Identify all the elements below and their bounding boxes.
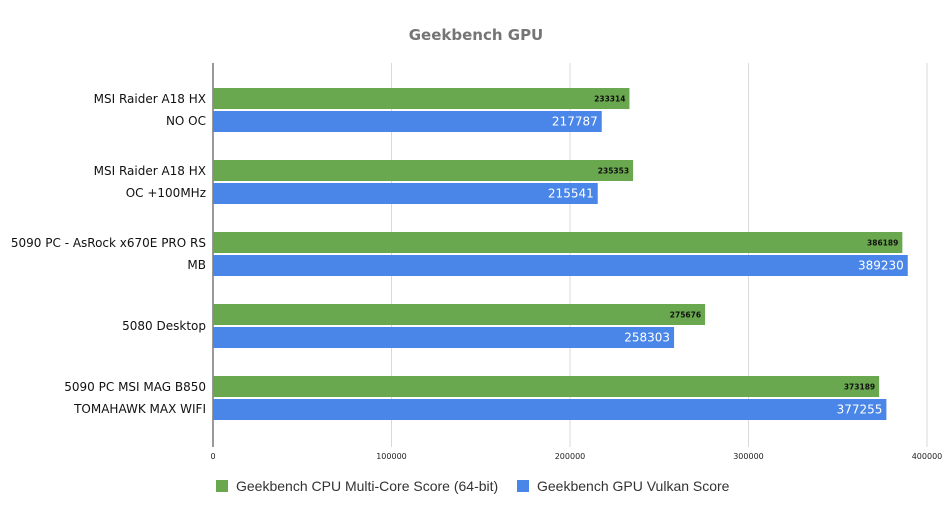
- data-label: 386189: [867, 239, 898, 248]
- data-label: 217787: [552, 115, 598, 129]
- data-label: 235353: [598, 167, 629, 176]
- bar-cpu-multicore: [213, 304, 706, 325]
- category-label: MSI Raider A18 HX: [94, 92, 206, 106]
- bar-cpu-multicore: [213, 376, 880, 397]
- category-label: OC +100MHz: [126, 186, 206, 200]
- bar-cpu-multicore: [213, 232, 903, 253]
- x-axis-ticks: 0 100000 200000 300000 400000: [210, 452, 942, 461]
- data-label: 215541: [548, 187, 594, 201]
- data-label: 389230: [858, 259, 904, 273]
- bar-gpu-vulkan: [213, 111, 602, 132]
- category-label: 5080 Desktop: [122, 319, 206, 333]
- bar-gpu-vulkan: [213, 327, 675, 348]
- category-labels: MSI Raider A18 HX NO OC MSI Raider A18 HX O…: [11, 92, 206, 416]
- data-label: 275676: [670, 311, 701, 320]
- legend-label: Geekbench GPU Vulkan Score: [537, 478, 730, 494]
- legend: Geekbench CPU Multi-Core Score (64-bit) G…: [216, 478, 730, 494]
- category-label: 5090 PC - AsRock x670E PRO RS: [11, 236, 206, 250]
- bar-cpu-multicore: [213, 88, 630, 109]
- bar-cpu-multicore: [213, 160, 634, 181]
- category-label: 5090 PC MSI MAG B850: [64, 380, 206, 394]
- data-label: 233314: [594, 95, 625, 104]
- data-label: 377255: [837, 403, 883, 417]
- legend-swatch-gpu: [517, 480, 529, 492]
- data-label: 373189: [844, 383, 875, 392]
- x-tick-label: 100000: [376, 452, 407, 461]
- bar-gpu-vulkan: [213, 255, 908, 276]
- category-label: MSI Raider A18 HX: [94, 164, 206, 178]
- category-label: NO OC: [166, 114, 206, 128]
- x-tick-label: 400000: [912, 452, 943, 461]
- bar-gpu-vulkan: [213, 399, 887, 420]
- category-label: MB: [187, 258, 206, 272]
- x-tick-label: 200000: [555, 452, 586, 461]
- bar-gpu-vulkan: [213, 183, 598, 204]
- legend-swatch-cpu: [216, 480, 228, 492]
- chart-title: Geekbench GPU: [409, 26, 544, 44]
- data-label: 258303: [624, 331, 670, 345]
- legend-label: Geekbench CPU Multi-Core Score (64-bit): [236, 478, 498, 494]
- category-label: TOMAHAWK MAX WIFI: [73, 402, 206, 416]
- bars: 233314 217787 235353 215541 386189 389230 2756…: [213, 88, 908, 420]
- x-tick-label: 300000: [733, 452, 764, 461]
- x-tick-label: 0: [210, 452, 215, 461]
